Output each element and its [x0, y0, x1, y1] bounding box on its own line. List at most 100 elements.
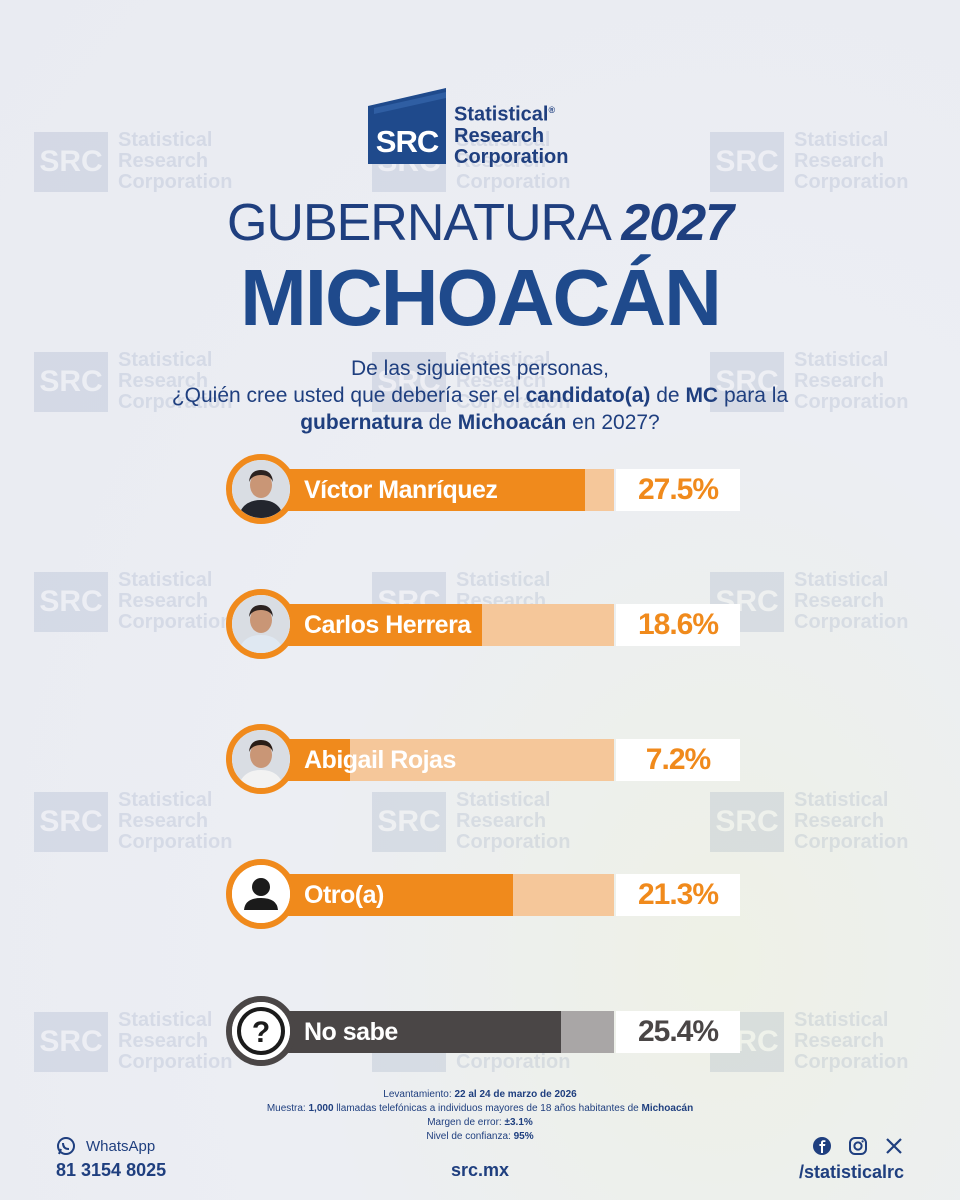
note-value: Michoacán	[641, 1103, 694, 1114]
watermark-line: Statistical	[118, 1009, 213, 1031]
whatsapp-label: WhatsApp	[86, 1137, 156, 1155]
watermark-line: Statistical	[794, 569, 889, 591]
watermark-mark: SRC	[710, 791, 784, 852]
person-photo-icon	[226, 724, 296, 794]
logo-name-line1: Statistical	[454, 103, 549, 126]
question-bold: candidato(a)	[525, 384, 651, 407]
question-line1: De las siguientes personas,	[351, 357, 609, 380]
note-label: Nivel de confianza:	[426, 1131, 514, 1142]
watermark-line: Statistical	[794, 1009, 889, 1031]
bar-category-label: Otro(a)	[304, 881, 384, 909]
bar-row: No sabe 25.4%?	[226, 996, 740, 1068]
title-state: MICHOACÁN	[240, 253, 722, 342]
bar-category-label: Víctor Manríquez	[304, 476, 498, 504]
note-value: ±3.1%	[504, 1117, 533, 1128]
watermark-line: Research	[794, 1030, 885, 1052]
watermark-line: Statistical	[794, 129, 889, 151]
watermark-line: Research	[118, 1030, 209, 1052]
logo-name: Statistical® Research Corporation	[454, 100, 568, 168]
person-photo-icon	[226, 589, 296, 659]
watermark-line: Statistical	[118, 789, 213, 811]
question-line2: ¿Quién cree usted que debería ser el can…	[100, 382, 860, 409]
bar	[266, 1011, 561, 1053]
watermark-line: Statistical	[456, 569, 551, 591]
bar-row: Abigail Rojas 7.2%	[226, 724, 740, 796]
bar-row: Otro(a) 21.3%	[226, 859, 740, 931]
watermark-line: Research	[794, 590, 885, 612]
bar-track	[266, 604, 614, 646]
watermark-line: Corporation	[794, 171, 909, 193]
note-label: Levantamiento:	[383, 1089, 455, 1100]
question-bold: MC	[685, 384, 719, 407]
bar-value-label: 18.6%	[616, 604, 740, 646]
bar-category-label: Carlos Herrera	[304, 611, 471, 639]
question-line3: gubernatura de Michoacán en 2027?	[100, 409, 860, 436]
note-value: 1,000	[308, 1103, 334, 1114]
watermark-line: Corporation	[456, 171, 571, 193]
note-muestra: Muestra: 1,000 llamadas telefónicas a in…	[0, 1102, 960, 1116]
bar-track	[266, 1011, 614, 1053]
note-value: 95%	[513, 1131, 534, 1142]
question-bold: Michoacán	[457, 411, 567, 434]
watermark-line: Corporation	[794, 831, 909, 853]
bar-row: Víctor Manríquez 27.5%	[226, 454, 740, 526]
question-bold: gubernatura	[300, 411, 423, 434]
note-text: llamadas telefónicas a individuos mayore…	[333, 1103, 642, 1114]
watermark-line: Statistical	[118, 569, 213, 591]
question-part: de	[650, 384, 686, 407]
watermark-mark: SRC	[34, 131, 108, 192]
question-part: en 2027?	[566, 411, 660, 434]
watermark-mark: SRC	[34, 791, 108, 852]
watermark-line: Corporation	[456, 831, 571, 853]
watermark-mark: SRC	[372, 791, 446, 852]
watermark-line: Research	[118, 590, 209, 612]
instagram-icon[interactable]	[848, 1136, 868, 1156]
question-part: ¿Quién cree usted que debería ser el	[171, 384, 526, 407]
registered-mark: ®	[548, 105, 556, 115]
question-text: De las siguientes personas, ¿Quién cree …	[100, 355, 860, 436]
watermark-line: Statistical	[794, 789, 889, 811]
bar-track	[266, 469, 614, 511]
whatsapp-label-row: WhatsApp	[56, 1136, 166, 1156]
bar	[266, 874, 514, 916]
social-links: /statisticalrc	[799, 1136, 904, 1183]
watermark-mark: SRC	[34, 351, 108, 412]
x-icon[interactable]	[884, 1136, 904, 1156]
logo-name-line3: Corporation	[454, 145, 569, 168]
question-part: para la	[718, 384, 789, 407]
title-prefix: GUBERNATURA	[226, 194, 609, 252]
bar-category-label: No sabe	[304, 1018, 398, 1046]
facebook-icon[interactable]	[812, 1136, 832, 1156]
watermark-mark: SRC	[710, 131, 784, 192]
note-margen: Margen de error: ±3.1%	[0, 1116, 960, 1130]
watermark-line: Research	[794, 150, 885, 172]
methodology-notes: Levantamiento: 22 al 24 de marzo de 2026…	[0, 1088, 960, 1144]
watermark-line: Statistical	[118, 129, 213, 151]
bar-category-label: Abigail Rojas	[304, 746, 456, 774]
watermark-line: Corporation	[118, 831, 233, 853]
whatsapp-contact[interactable]: WhatsApp 81 3154 8025	[56, 1136, 166, 1181]
bar-value-label: 21.3%	[616, 874, 740, 916]
website-link[interactable]: src.mx	[450, 1160, 510, 1180]
social-handle[interactable]: /statisticalrc	[798, 1162, 904, 1182]
watermark-line: Corporation	[118, 611, 233, 633]
note-nivel: Nivel de confianza: 95%	[0, 1130, 960, 1144]
whatsapp-number[interactable]: 81 3154 8025	[56, 1160, 167, 1180]
brand-logo: SRC Statistical® Research Corporation	[368, 88, 568, 168]
bar-value-label: 27.5%	[616, 469, 740, 511]
watermark-line: Research	[456, 810, 547, 832]
note-label: Muestra:	[266, 1103, 309, 1114]
watermark-line: Corporation	[794, 1051, 909, 1073]
